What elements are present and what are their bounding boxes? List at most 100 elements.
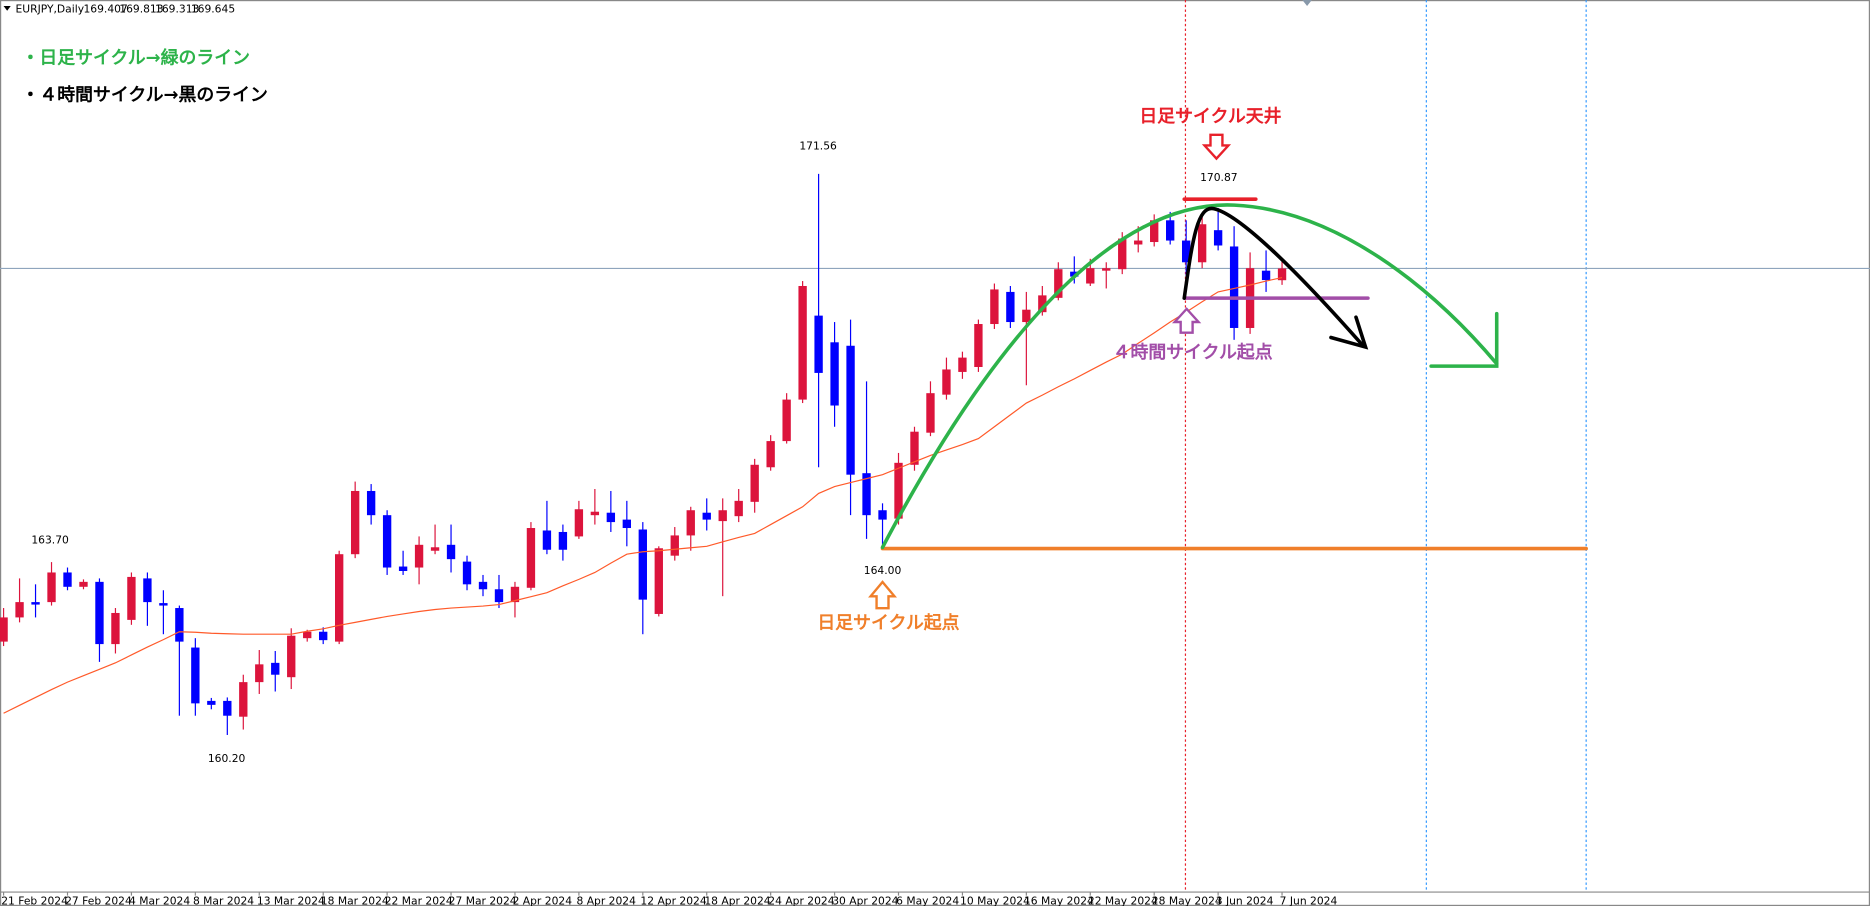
candle-body — [191, 647, 200, 704]
candle-body — [79, 581, 88, 587]
candle-body — [558, 531, 568, 550]
candle-body — [798, 285, 807, 400]
candle-body — [574, 509, 584, 537]
candle-body — [1134, 240, 1143, 245]
x-tick-label: 8 Apr 2024 — [577, 895, 637, 906]
candle-body — [862, 473, 871, 516]
candle-body — [766, 441, 775, 468]
candle-body — [31, 602, 40, 605]
x-tick-label: 8 Mar 2024 — [193, 895, 254, 906]
candle-body — [846, 345, 855, 475]
candle-body — [15, 602, 24, 618]
candle-body — [382, 515, 392, 568]
x-tick-label: 27 Feb 2024 — [65, 895, 132, 906]
x-tick-label: 3 Jun 2024 — [1216, 895, 1274, 906]
x-tick-label: 30 Apr 2024 — [832, 895, 898, 906]
candle-body — [414, 544, 424, 568]
candle-body — [1006, 291, 1015, 323]
x-tick-label: 4 Mar 2024 — [129, 895, 190, 906]
candle-body — [990, 289, 999, 325]
candle-body — [702, 512, 711, 520]
price-label: 163.70 — [31, 534, 69, 547]
daily-cycle-curve — [880, 203, 1499, 550]
candle-body — [942, 369, 951, 395]
candle-body — [366, 490, 376, 516]
menu-icon — [3, 5, 11, 11]
candle-body — [926, 393, 935, 433]
legend-note: ・日足サイクル→緑のライン — [21, 46, 250, 68]
candle-body — [1102, 268, 1111, 271]
top-arrow-icon — [1201, 133, 1232, 161]
symbol-title: EURJPY,Daily — [16, 3, 85, 16]
candle-body — [782, 399, 791, 442]
candle-body — [1277, 268, 1287, 281]
candle-body — [223, 700, 232, 716]
drawings — [868, 133, 1588, 610]
candle-body — [239, 682, 248, 717]
candle-body — [319, 631, 328, 641]
candle-body — [750, 464, 759, 502]
candle-body — [734, 500, 743, 517]
candle-body — [1086, 268, 1095, 284]
candle-body — [718, 510, 727, 522]
candle-body — [1166, 220, 1175, 241]
candle-body — [159, 603, 168, 606]
x-tick-label: 22 May 2024 — [1088, 895, 1158, 906]
candle-body — [143, 578, 152, 603]
x-tick-label: 22 Mar 2024 — [385, 895, 453, 906]
h4-cycle-arrowhead — [1329, 315, 1369, 350]
h4-cycle-curve — [1182, 206, 1365, 348]
candle-body — [510, 586, 520, 603]
moving-average — [3, 277, 1283, 714]
candle-body — [303, 631, 312, 639]
candle-body — [1213, 230, 1223, 246]
candle-body — [1150, 220, 1159, 243]
candle-body — [111, 612, 120, 645]
candle-body — [638, 529, 647, 600]
price-label: 160.20 — [208, 752, 246, 765]
candle-body — [1261, 270, 1271, 281]
candle-body — [878, 510, 887, 520]
start-arrow-icon — [1172, 307, 1202, 334]
candle-body — [670, 535, 679, 556]
candle-body — [350, 490, 360, 555]
x-tick-label: 18 Mar 2024 — [321, 895, 389, 906]
candle-body — [335, 554, 344, 642]
candle-body — [478, 581, 488, 590]
candle-body — [910, 431, 919, 465]
candle-body — [1038, 295, 1047, 313]
x-tick-label: 28 May 2024 — [1152, 895, 1222, 906]
candle-body — [446, 544, 456, 560]
x-tick-label: 12 Apr 2024 — [640, 895, 706, 906]
candle-body — [0, 617, 8, 642]
candle-body — [63, 572, 72, 587]
candle-body — [894, 462, 903, 519]
candle-body — [686, 510, 695, 536]
x-tick-label: 27 Mar 2024 — [449, 895, 517, 906]
x-tick-label: 6 May 2024 — [896, 895, 959, 906]
candle-body — [127, 576, 136, 620]
x-tick-label: 24 Apr 2024 — [768, 895, 834, 906]
callout: 日足サイクル起点 — [817, 612, 959, 634]
candle-body — [175, 608, 184, 642]
candle-body — [1118, 238, 1127, 270]
candle-body — [430, 547, 440, 551]
plot-area — [0, 173, 1870, 735]
price-label: 171.56 — [799, 139, 837, 152]
candle-body — [494, 589, 504, 603]
candle-body — [974, 324, 983, 367]
start-arrow-icon — [868, 580, 897, 610]
candle-body — [398, 566, 408, 571]
candle-body — [814, 315, 823, 373]
legend-note: ・４時間サイクル→黒のライン — [21, 84, 267, 105]
candle-body — [95, 581, 104, 645]
candle-body — [526, 528, 536, 588]
candle-body — [1229, 246, 1239, 328]
x-tick-label: 21 Feb 2024 — [1, 895, 68, 906]
quote-high: 169.813 — [119, 3, 163, 16]
candle-body — [1054, 269, 1063, 298]
candle-body — [47, 572, 56, 603]
candle-body — [1070, 271, 1079, 277]
candle-body — [542, 530, 552, 550]
